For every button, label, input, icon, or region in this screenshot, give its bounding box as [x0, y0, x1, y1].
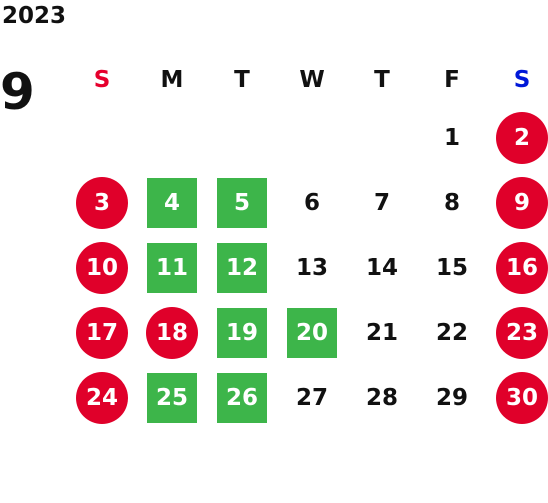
calendar-day-27: 27	[295, 384, 328, 411]
weekday-header-fri: F	[444, 67, 460, 93]
calendar-day-26: 26	[217, 372, 267, 423]
calendar-day-13: 13	[295, 254, 328, 281]
calendar-day-10: 10	[76, 241, 128, 294]
calendar-day-3: 3	[76, 176, 128, 229]
calendar-day-20: 20	[287, 307, 337, 358]
calendar-day-23: 23	[496, 306, 548, 359]
calendar-day-5: 5	[217, 177, 267, 228]
calendar-day-16: 16	[496, 241, 548, 294]
calendar-day-9: 9	[496, 176, 548, 229]
calendar-day-1: 1	[443, 124, 460, 151]
weekday-header-sun: S	[93, 67, 111, 93]
calendar-grid: S M T W T F S 1 2 3 4 5 6 7 8 9 10 11 12 13 14 15 16 17 18 19 20 21…	[67, 55, 548, 430]
calendar-day-28: 28	[365, 384, 398, 411]
month-label: 9	[0, 63, 35, 121]
calendar-day-11: 11	[147, 242, 197, 293]
calendar-day-30: 30	[496, 371, 548, 424]
calendar-day-7: 7	[373, 189, 390, 216]
weekday-header-thu: T	[374, 67, 390, 93]
calendar-day-25: 25	[147, 372, 197, 423]
calendar-day-14: 14	[365, 254, 398, 281]
year-label: 2023	[2, 3, 67, 29]
calendar-day-24: 24	[76, 371, 128, 424]
calendar-day-29: 29	[435, 384, 468, 411]
calendar-day-15: 15	[435, 254, 468, 281]
weekday-header-mon: M	[160, 67, 184, 93]
weekday-header-tue: T	[234, 67, 250, 93]
calendar-day-2: 2	[496, 111, 548, 164]
calendar-day-18: 18	[146, 306, 198, 359]
calendar-day-19: 19	[217, 307, 267, 358]
calendar-day-22: 22	[435, 319, 468, 346]
weekday-header-wed: W	[299, 67, 325, 93]
calendar-day-12: 12	[217, 242, 267, 293]
calendar-day-4: 4	[147, 177, 197, 228]
calendar-day-8: 8	[443, 189, 460, 216]
calendar-day-21: 21	[365, 319, 398, 346]
calendar-day-17: 17	[76, 306, 128, 359]
weekday-header-sat: S	[513, 67, 531, 93]
calendar-day-6: 6	[303, 189, 320, 216]
